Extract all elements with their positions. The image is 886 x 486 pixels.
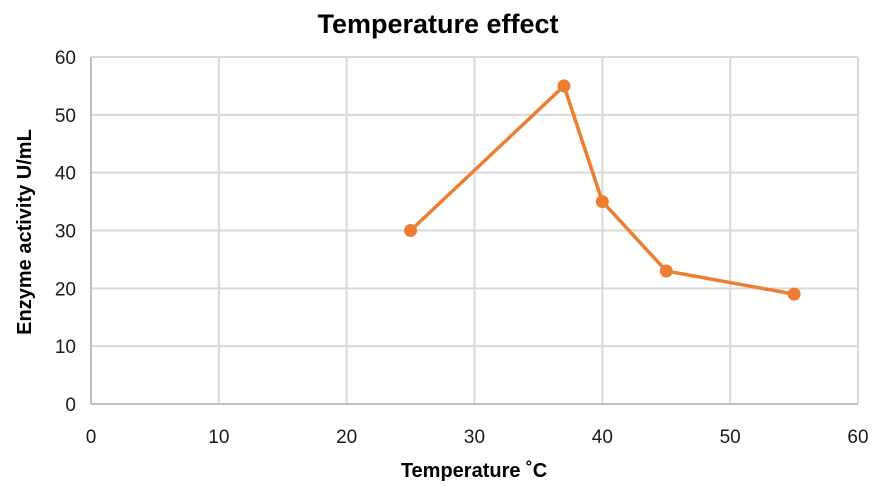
x-tick-labels: 0 10 20 30 40 50 60 (86, 427, 869, 448)
data-point (404, 224, 418, 237)
data-series (404, 79, 801, 301)
data-point (557, 79, 571, 93)
y-tick-label: 40 (55, 164, 76, 185)
data-point (659, 264, 673, 278)
x-tick-label: 40 (592, 427, 613, 448)
y-tick-label: 0 (65, 395, 76, 416)
x-tick-label: 60 (847, 427, 868, 448)
y-tick-label: 20 (55, 279, 76, 300)
x-tick-label: 30 (464, 427, 485, 448)
gridlines (91, 56, 859, 404)
x-tick-label: 10 (208, 427, 229, 448)
chart-title: Temperature effect (317, 9, 558, 39)
x-axis-title: Temperature ˚C (401, 459, 547, 482)
data-point (595, 195, 609, 209)
x-tick-label: 50 (720, 427, 741, 448)
y-tick-label: 50 (55, 106, 76, 127)
y-tick-labels: 0 10 20 30 40 50 60 (55, 48, 76, 416)
data-point (787, 287, 801, 301)
x-tick-label: 0 (86, 427, 97, 448)
axes (90, 57, 858, 405)
x-tick-label: 20 (336, 427, 357, 448)
y-tick-label: 30 (55, 222, 76, 243)
y-tick-label: 10 (55, 337, 76, 358)
y-tick-label: 60 (55, 48, 76, 69)
y-axis-title: Enzyme activity U/mL (14, 129, 36, 335)
